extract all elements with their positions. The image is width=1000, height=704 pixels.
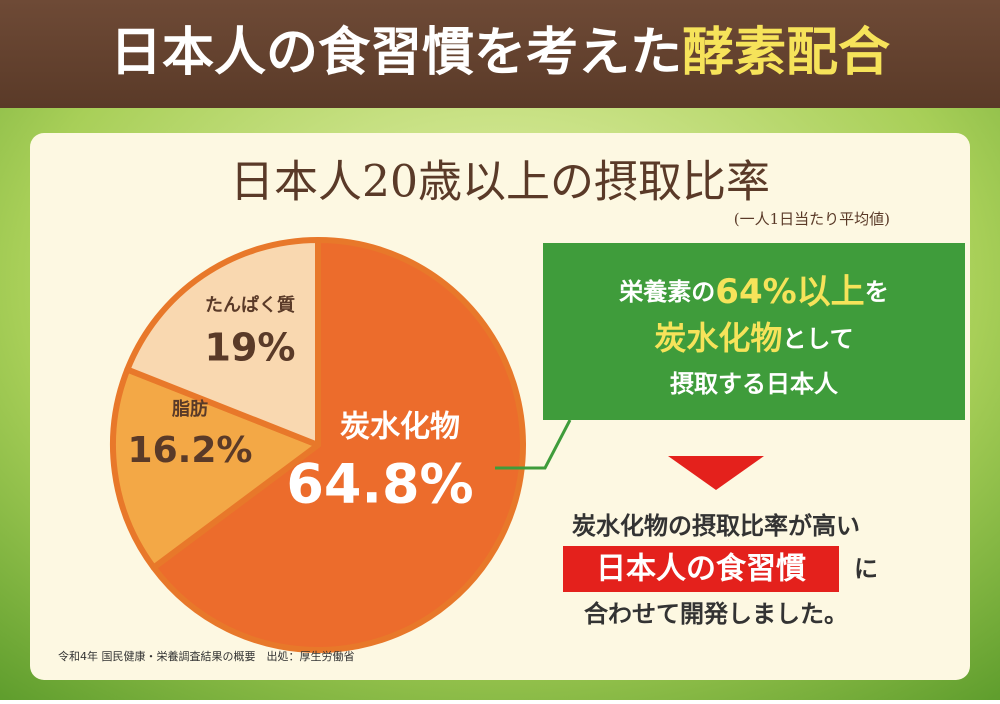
- pie-slice: [110, 366, 321, 571]
- slice-value: 16.2%: [128, 430, 253, 471]
- pie-slice: [124, 237, 321, 448]
- conclusion-line: 合わせて開発しました。: [584, 600, 848, 628]
- arrow: [668, 456, 764, 490]
- conclusion-line: 炭水化物の摂取比率が高い: [572, 512, 860, 540]
- pie-slice: [150, 237, 526, 653]
- callout-line: 栄養素の64%以上を: [618, 272, 888, 312]
- slice-name: 炭水化物: [340, 410, 460, 445]
- conclusion-suffix: に: [854, 555, 878, 583]
- conclusion-highlight: 日本人の食習慣: [596, 552, 806, 587]
- chart-subtitle: (一人1日当たり平均値): [734, 210, 890, 228]
- header-title: 日本人の食習慣を考えた酵素配合: [110, 22, 890, 83]
- slice-value: 19%: [205, 326, 296, 370]
- chart-title: 日本人20歳以上の摂取比率: [230, 157, 770, 208]
- slice-value: 64.8%: [286, 453, 473, 516]
- callout-line: 摂取する日本人: [670, 370, 838, 398]
- slice-name: 脂肪: [172, 398, 208, 420]
- callout-box: [543, 243, 965, 420]
- header-band: [0, 0, 1000, 108]
- leader-line: [495, 419, 572, 470]
- slice-name: たんぱく質: [205, 294, 295, 316]
- source: 令和4年 国民健康・栄養調査結果の概要 出処：厚生労働省: [58, 649, 355, 663]
- callout-line: 炭水化物として: [654, 319, 853, 357]
- highlight-box: [563, 546, 839, 592]
